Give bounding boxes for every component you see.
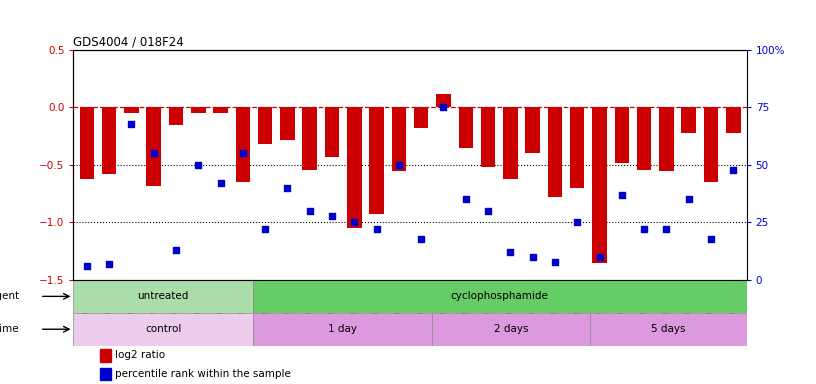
Point: [615, 192, 628, 198]
Text: 1 day: 1 day: [328, 324, 357, 334]
Bar: [703, 108, 718, 182]
Bar: [636, 108, 651, 169]
Bar: [592, 108, 607, 263]
Point: [704, 235, 717, 242]
Point: [437, 104, 450, 111]
Bar: [681, 108, 696, 133]
Bar: [437, 94, 450, 108]
Point: [570, 219, 583, 225]
Point: [727, 166, 740, 172]
Bar: [102, 108, 117, 174]
Bar: [459, 108, 473, 148]
Bar: [526, 108, 540, 154]
Text: 5 days: 5 days: [651, 324, 685, 334]
Bar: [481, 108, 495, 167]
Bar: [589, 313, 747, 346]
Point: [415, 235, 428, 242]
Bar: [258, 108, 273, 144]
Bar: [726, 108, 740, 133]
Bar: [303, 108, 317, 169]
Point: [304, 208, 317, 214]
Bar: [253, 313, 432, 346]
Point: [481, 208, 494, 214]
Point: [660, 226, 673, 232]
Point: [125, 121, 138, 127]
Point: [214, 180, 227, 186]
Point: [637, 226, 650, 232]
Point: [526, 254, 539, 260]
Bar: [392, 108, 406, 170]
Text: control: control: [145, 324, 181, 334]
Point: [548, 258, 561, 265]
Point: [281, 185, 294, 191]
Point: [147, 151, 160, 157]
Bar: [80, 108, 94, 179]
Bar: [146, 108, 161, 185]
Bar: [100, 349, 111, 362]
Bar: [659, 108, 674, 170]
Point: [237, 151, 250, 157]
Bar: [124, 108, 139, 113]
Bar: [213, 108, 228, 113]
Bar: [503, 108, 517, 179]
Bar: [73, 313, 253, 346]
Point: [192, 162, 205, 168]
Bar: [100, 368, 111, 380]
Point: [103, 261, 116, 267]
Point: [348, 219, 361, 225]
Bar: [253, 280, 747, 313]
Bar: [570, 108, 584, 188]
Point: [392, 162, 406, 168]
Bar: [236, 108, 250, 182]
Bar: [614, 108, 629, 163]
Bar: [347, 108, 361, 228]
Point: [503, 249, 517, 255]
Text: 2 days: 2 days: [494, 324, 528, 334]
Point: [593, 254, 606, 260]
Point: [259, 226, 272, 232]
Text: GDS4004 / 018F24: GDS4004 / 018F24: [73, 36, 184, 49]
Text: log2 ratio: log2 ratio: [115, 350, 166, 360]
Bar: [548, 108, 562, 197]
Bar: [280, 108, 295, 140]
Bar: [325, 108, 339, 157]
Point: [326, 212, 339, 218]
Text: cyclophosphamide: cyclophosphamide: [451, 291, 548, 301]
Point: [370, 226, 384, 232]
Bar: [370, 108, 384, 214]
Text: untreated: untreated: [138, 291, 188, 301]
Text: percentile rank within the sample: percentile rank within the sample: [115, 369, 291, 379]
Bar: [169, 108, 184, 125]
Point: [80, 263, 93, 269]
Bar: [191, 108, 206, 113]
Point: [170, 247, 183, 253]
Point: [682, 196, 695, 202]
Text: time: time: [0, 324, 20, 334]
Bar: [414, 108, 428, 128]
Point: [459, 196, 472, 202]
Bar: [73, 280, 253, 313]
Text: agent: agent: [0, 291, 20, 301]
Bar: [432, 313, 589, 346]
